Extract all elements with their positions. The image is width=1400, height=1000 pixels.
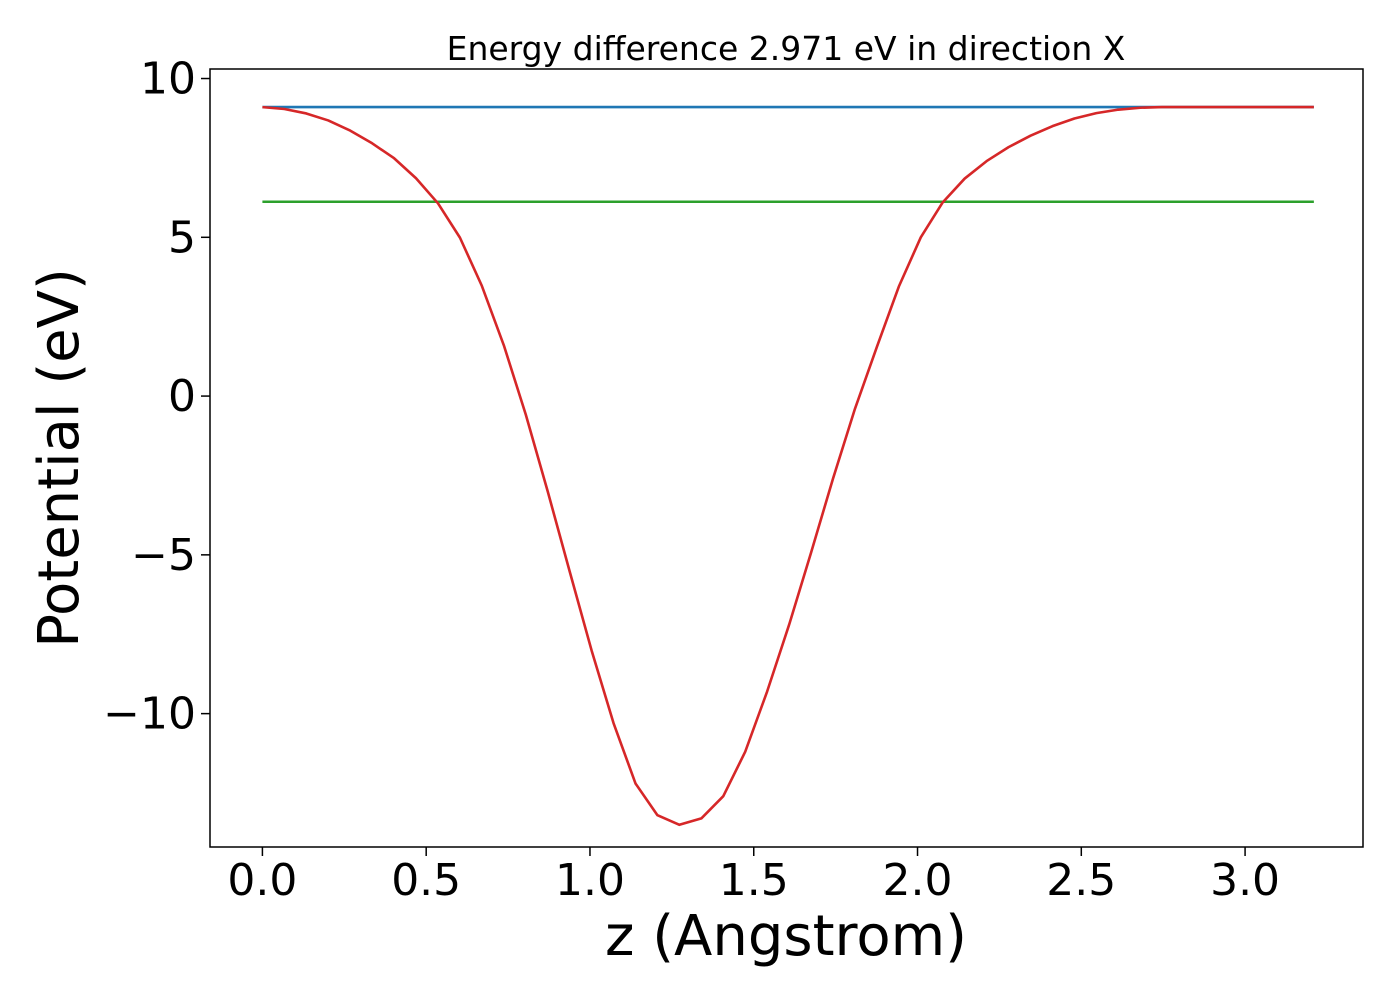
x-tick-label: 2.0 xyxy=(883,855,953,906)
y-tick-label: 0 xyxy=(168,371,196,422)
x-axis-title: z (Angstrom) xyxy=(605,904,967,969)
y-axis-title: Potential (eV) xyxy=(27,268,92,648)
y-tick-label: −5 xyxy=(131,530,196,581)
x-tick-label: 2.5 xyxy=(1046,855,1116,906)
x-tick-label: 1.0 xyxy=(555,855,625,906)
y-tick-label: 5 xyxy=(168,212,196,263)
chart-title: Energy difference 2.971 eV in direction … xyxy=(447,29,1126,68)
series-line-2 xyxy=(262,105,1314,827)
y-tick-label: 10 xyxy=(140,54,196,105)
x-tick-label: 0.5 xyxy=(391,855,461,906)
x-tick-label: 0.0 xyxy=(227,855,297,906)
x-axis-ticks: 0.0 0.5 1.0 1.5 2.0 2.5 3.0 xyxy=(227,847,1280,906)
plot-frame xyxy=(209,68,1364,848)
x-tick-label: 3.0 xyxy=(1210,855,1280,906)
y-axis-ticks: 10 5 0 −5 −10 xyxy=(103,54,210,740)
x-tick-label: 1.5 xyxy=(719,855,789,906)
series-layer xyxy=(262,105,1314,827)
y-tick-label: −10 xyxy=(103,689,196,740)
